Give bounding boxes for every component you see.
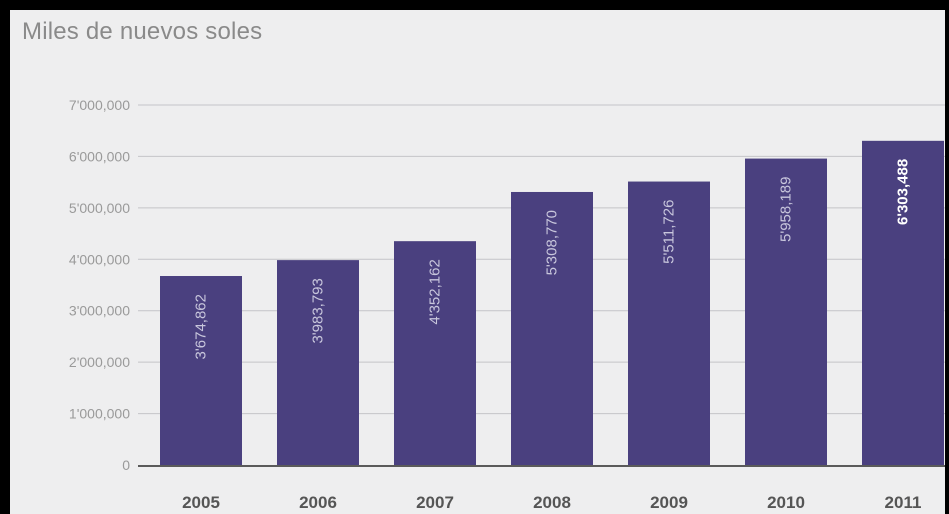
bar [277, 260, 359, 465]
bar [160, 276, 242, 465]
y-tick-label: 5'000,000 [69, 200, 130, 216]
y-tick-label: 3'000,000 [69, 303, 130, 319]
y-tick-label: 2'000,000 [69, 354, 130, 370]
bar [511, 191, 593, 465]
y-tick-label: 7'000,000 [69, 97, 130, 113]
y-tick-label: 0 [122, 457, 130, 473]
bar-value-label: 5'958,189 [778, 177, 795, 242]
bar [394, 241, 476, 465]
x-tick-label: 2006 [299, 493, 337, 512]
bar [862, 140, 944, 465]
y-tick-label: 4'000,000 [69, 251, 130, 267]
bar-value-label: 5'308,770 [544, 210, 561, 275]
bar-value-label: 3'674,862 [193, 294, 210, 359]
chart-title: Miles de nuevos soles [22, 18, 263, 45]
x-tick-label: 2008 [533, 493, 571, 512]
bar-value-label: 3'983,793 [310, 278, 327, 343]
bar-chart: 0 1'000,000 2'000,000 3'000,000 4'000,000 5'0… [69, 97, 945, 512]
x-tick-label: 2005 [182, 493, 220, 512]
x-tick-label: 2007 [416, 493, 454, 512]
bar-value-label: 5'511,726 [661, 200, 678, 264]
chart-frame: Miles de nuevos soles 0 1'000,000 2'000,00… [10, 10, 945, 514]
x-axis-ticks: 2005 2006 2007 2008 2009 2010 2011 [182, 493, 921, 512]
x-tick-label: 2009 [650, 493, 688, 512]
bar-value-label: 6'303,488 [895, 159, 912, 225]
y-axis-ticks: 0 1'000,000 2'000,000 3'000,000 4'000,000 5'0… [69, 97, 130, 473]
y-tick-label: 6'000,000 [69, 148, 130, 164]
x-tick-label: 2011 [885, 493, 922, 512]
y-tick-label: 1'000,000 [69, 406, 130, 422]
bar [628, 181, 710, 466]
bars: 3'674,862 3'983,793 4'352,162 5'308,770 5'51… [160, 140, 944, 466]
bar [745, 158, 827, 465]
bar-value-label: 4'352,162 [427, 259, 444, 324]
x-tick-label: 2010 [767, 493, 805, 512]
